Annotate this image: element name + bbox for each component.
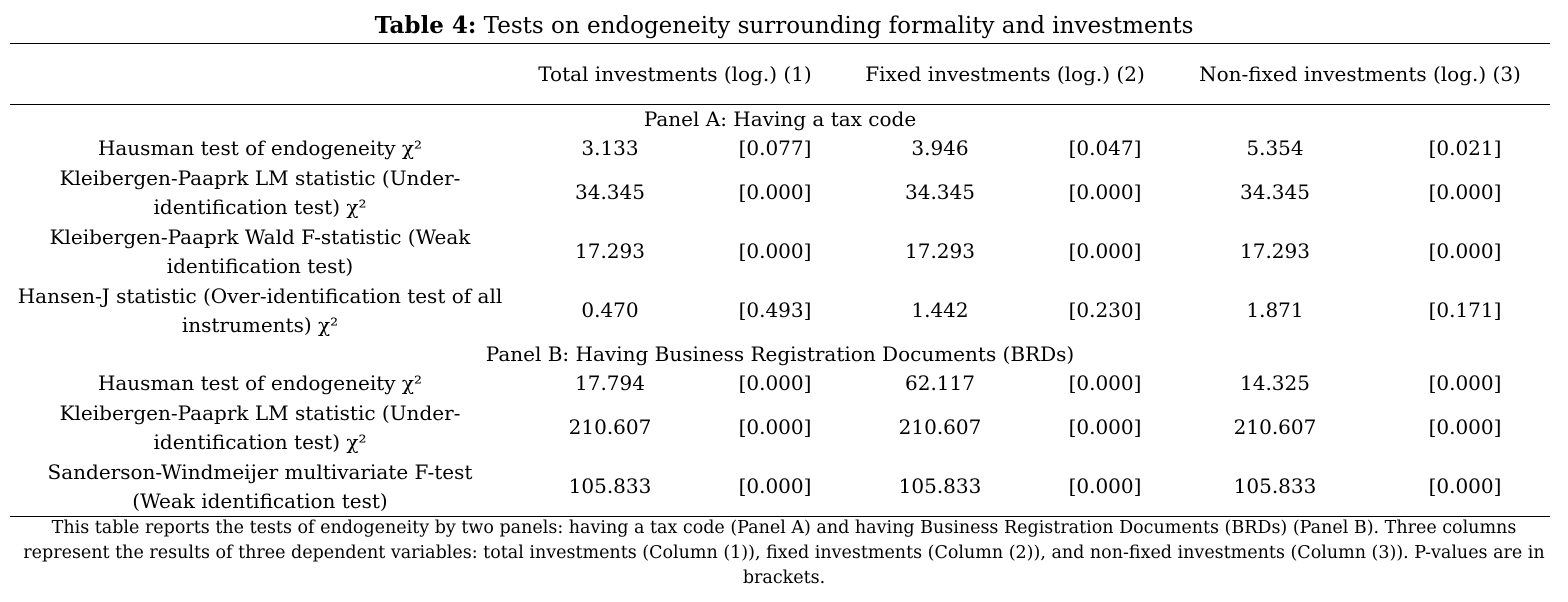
table-cell: [0.171]: [1428, 298, 1502, 322]
table-cell: [0.000]: [1068, 415, 1142, 439]
table-cell: [0.000]: [738, 371, 812, 395]
table-cell: [0.230]: [1068, 298, 1142, 322]
table-cell: 14.325: [1240, 371, 1310, 395]
column-header-nonfixed-investments: Non-fixed investments (log.) (3): [1170, 43, 1550, 105]
row-label: Hausman test of endogeneity χ²: [97, 136, 423, 160]
table-cell: 34.345: [575, 180, 645, 204]
table-row: Kleibergen-Paaprk Wald F-statistic (Weak…: [10, 222, 1550, 281]
row-label: Hausman test of endogeneity χ²: [97, 371, 423, 395]
row-label: Sanderson-Windmeijer multivariate F-test…: [10, 457, 510, 517]
table-cell: 210.607: [568, 415, 652, 439]
table-cell: [0.000]: [1068, 239, 1142, 263]
table-cell: [0.000]: [1428, 180, 1502, 204]
table-cell: [0.000]: [1380, 457, 1550, 517]
panel-b-label: Panel B: Having Business Registration Do…: [485, 342, 1075, 366]
column-header-total-investments: Total investments (log.) (1): [510, 43, 840, 105]
table-cell: 17.293: [1240, 239, 1310, 263]
table-cell: 1.871: [1246, 298, 1304, 322]
table-cell: [0.493]: [738, 298, 812, 322]
header-blank-cell: [10, 43, 510, 105]
table-title-text: Tests on endogeneity surrounding formali…: [476, 13, 1194, 39]
panel-a-label: Panel A: Having a tax code: [643, 107, 917, 131]
table-row: Kleibergen-Paaprk LM statistic (Under-id…: [10, 163, 1550, 222]
table-cell: [0.000]: [1068, 180, 1142, 204]
table-row: Kleibergen-Paaprk LM statistic (Under-id…: [10, 398, 1550, 457]
table-cell: 210.607: [1233, 415, 1317, 439]
table-cell: [0.000]: [710, 457, 840, 517]
table-cell: [0.000]: [1040, 457, 1170, 517]
row-label: Kleibergen-Paaprk Wald F-statistic (Weak…: [49, 224, 471, 278]
table-cell: [0.000]: [738, 415, 812, 439]
table-cell: [0.000]: [1428, 371, 1502, 395]
column-header-row: Total investments (log.) (1) Fixed inves…: [10, 43, 1550, 105]
table-cell: 3.133: [581, 136, 639, 160]
panel-a-heading-row: Panel A: Having a tax code: [10, 105, 1550, 134]
table-cell: [0.000]: [738, 239, 812, 263]
table-cell: [0.077]: [738, 136, 812, 160]
table-row: Hansen-J statistic (Over-identification …: [10, 281, 1550, 340]
table-cell: 105.833: [840, 457, 1040, 517]
table-cell: 34.345: [905, 180, 975, 204]
table-cell: 62.117: [905, 371, 975, 395]
table-cell: 5.354: [1246, 136, 1304, 160]
table-row: Hausman test of endogeneity χ² 3.133 [0.…: [10, 133, 1550, 163]
table-cell: 17.794: [575, 371, 645, 395]
column-header-fixed-investments: Fixed investments (log.) (2): [840, 43, 1170, 105]
row-label: Hansen-J statistic (Over-identification …: [17, 283, 503, 337]
table-cell: [0.000]: [1068, 371, 1142, 395]
row-label: Kleibergen-Paaprk LM statistic (Under-id…: [59, 165, 461, 219]
table-cell: 34.345: [1240, 180, 1310, 204]
table-note: This table reports the tests of endogene…: [23, 518, 1545, 588]
table-cell: [0.021]: [1428, 136, 1502, 160]
table-cell: 17.293: [575, 239, 645, 263]
endogeneity-tests-table: Total investments (log.) (1) Fixed inves…: [10, 43, 1550, 517]
table-row: Sanderson-Windmeijer multivariate F-test…: [10, 457, 1550, 517]
table-cell: 105.833: [1170, 457, 1380, 517]
table-cell: 0.470: [581, 298, 639, 322]
table-cell: 105.833: [510, 457, 710, 517]
table-row: Hausman test of endogeneity χ² 17.794 [0…: [10, 368, 1550, 398]
table-cell: 1.442: [911, 298, 969, 322]
panel-b-heading-row: Panel B: Having Business Registration Do…: [10, 340, 1550, 368]
table-cell: 210.607: [898, 415, 982, 439]
table-cell: 3.946: [911, 136, 969, 160]
table-cell: [0.000]: [738, 180, 812, 204]
table-cell: [0.000]: [1428, 415, 1502, 439]
table-cell: [0.047]: [1068, 136, 1142, 160]
row-label: Kleibergen-Paaprk LM statistic (Under-id…: [59, 400, 461, 454]
table-title: Table 4: Tests on endogeneity surroundin…: [0, 10, 1568, 42]
table-cell: 17.293: [905, 239, 975, 263]
table-title-number: Table 4:: [374, 12, 477, 39]
table-cell: [0.000]: [1428, 239, 1502, 263]
